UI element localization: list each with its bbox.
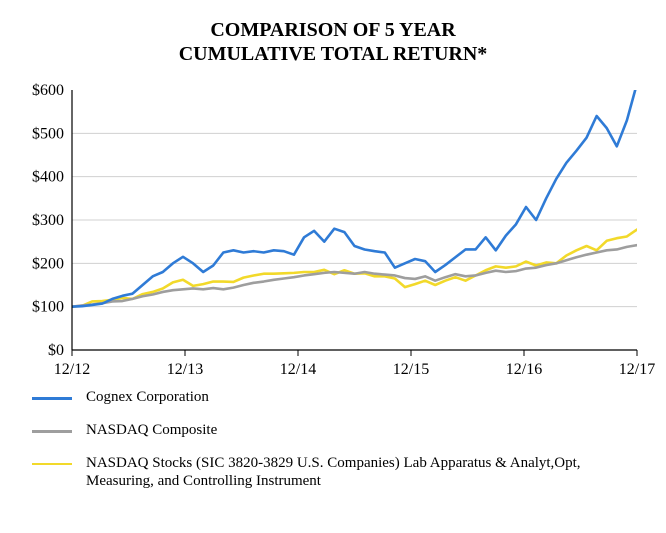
legend-swatch [32, 397, 72, 400]
legend-label: Cognex Corporation [86, 388, 632, 407]
series-line [72, 230, 637, 307]
y-tick-label: $0 [48, 342, 64, 359]
x-tick-label: 12/12 [54, 361, 90, 378]
y-tick-label: $600 [32, 82, 64, 99]
legend-item: NASDAQ Composite [32, 421, 632, 440]
y-tick-label: $100 [32, 299, 64, 316]
y-tick-label: $200 [32, 255, 64, 272]
y-tick-label: $300 [32, 212, 64, 229]
x-tick-label: 12/17 [619, 361, 655, 378]
legend-label: NASDAQ Composite [86, 421, 632, 440]
line-chart: $0 $100 $200 $300 $400 $500 $600 12/12 12/13 12/1… [0, 0, 666, 386]
legend-item: Cognex Corporation [32, 388, 632, 407]
legend-swatch [32, 463, 72, 466]
legend-item: NASDAQ Stocks (SIC 3820-3829 U.S. Compan… [32, 454, 632, 492]
x-tick-label: 12/16 [506, 361, 542, 378]
legend-swatch [32, 430, 72, 433]
legend: Cognex Corporation NASDAQ Composite NASDAQ… [32, 388, 632, 505]
x-tick-label: 12/14 [280, 361, 316, 378]
chart-container: COMPARISON OF 5 YEAR CUMULATIVE TOTAL RE… [0, 0, 666, 533]
x-tick-label: 12/13 [167, 361, 203, 378]
legend-label: NASDAQ Stocks (SIC 3820-3829 U.S. Compan… [86, 454, 632, 492]
x-tick-label: 12/15 [393, 361, 429, 378]
y-tick-label: $500 [32, 125, 64, 142]
y-tick-label: $400 [32, 169, 64, 186]
